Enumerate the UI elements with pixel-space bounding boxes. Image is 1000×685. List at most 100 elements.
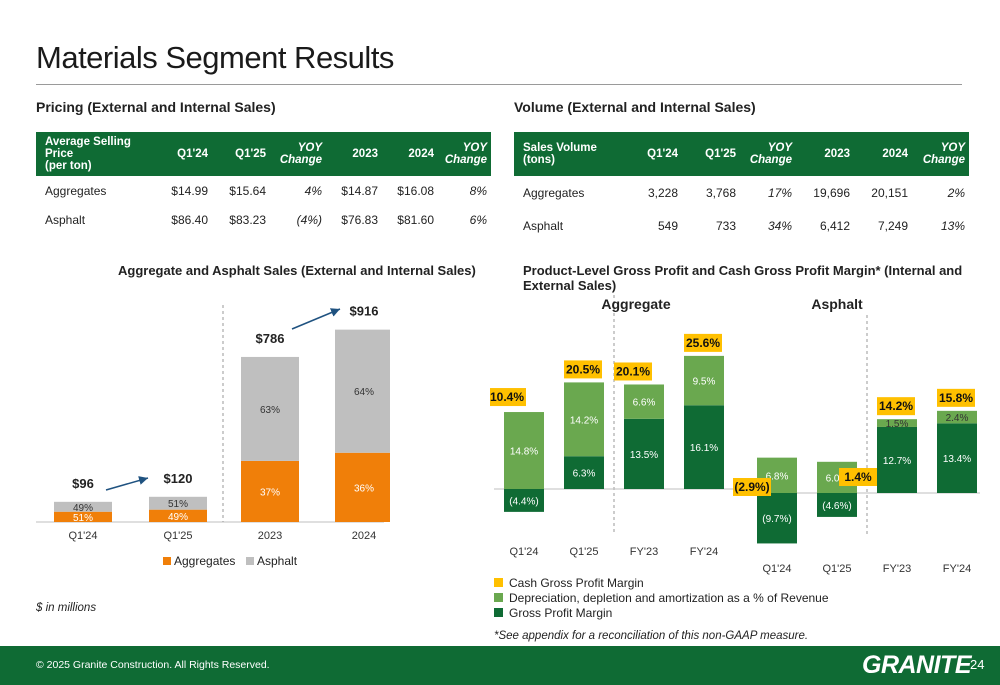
- legend-label-dda: Depreciation, depletion and amortization…: [509, 590, 829, 605]
- data-label-dda: 6.8%: [766, 471, 789, 482]
- data-label-cash-margin: 20.1%: [616, 364, 650, 378]
- table-cell: 6%: [469, 212, 487, 227]
- data-label-dda: 1.5%: [886, 419, 909, 430]
- x-tick-label: Q1'25: [822, 563, 851, 575]
- legend-item-dda: Depreciation, depletion and amortization…: [494, 590, 829, 605]
- legend-swatch-dda: [494, 593, 503, 602]
- data-label-dda: 14.8%: [510, 447, 538, 458]
- cash-margin-box: [839, 468, 877, 486]
- table-cell: $14.87: [341, 183, 378, 198]
- table-cell: $15.64: [229, 183, 266, 198]
- title-rule: [36, 84, 962, 85]
- sales-chart: 51%49%$96Q1'2449%51%$120Q1'2537%63%$7862…: [36, 304, 390, 568]
- data-label-cash-margin: 15.8%: [939, 391, 973, 405]
- legend-label-gpm: Gross Profit Margin: [509, 605, 613, 620]
- cash-margin-box: [614, 362, 652, 381]
- table-row: Asphalt 549 733 34% 6,412 7,249 13%: [514, 209, 969, 242]
- table-cell: 13%: [940, 218, 965, 233]
- table-cell: 3,228: [647, 185, 678, 200]
- bar-gross-profit-margin: [564, 456, 604, 489]
- data-label-cash-margin: (2.9%): [734, 480, 769, 494]
- table-row: Asphalt $86.40 $83.23 (4%) $76.83 $81.60 6%: [36, 205, 491, 234]
- bar-asphalt: [149, 496, 207, 510]
- margin-chart-title: Product-Level Gross Profit and Cash Gros…: [523, 263, 963, 293]
- growth-arrow: [105, 476, 149, 491]
- pricing-header-cell: Q1'24: [154, 132, 212, 176]
- table-cell: $81.60: [397, 212, 434, 227]
- bar-gross-profit-margin: [937, 423, 977, 493]
- x-tick-label: FY'23: [883, 563, 911, 575]
- granite-logo: GRANITE: [862, 651, 972, 679]
- x-tick-label: Q1'24: [68, 530, 97, 542]
- legend-label-asphalt: Asphalt: [257, 554, 298, 568]
- x-tick-label: FY'24: [943, 563, 971, 575]
- bar-asphalt: [241, 356, 299, 461]
- volume-header-cell: Q1'24: [624, 132, 682, 176]
- table-cell: 4%: [304, 183, 322, 198]
- total-label: $96: [72, 476, 94, 491]
- cash-margin-box: [490, 388, 526, 407]
- data-label-dda: 6.6%: [633, 398, 656, 409]
- bar-gross-profit-margin: [624, 418, 664, 489]
- x-tick-label: Q1'24: [762, 563, 791, 575]
- legend-swatch-cash: [494, 578, 503, 587]
- pricing-header-cell: Average Selling Price (per ton): [36, 132, 154, 176]
- table-row: Aggregates 3,228 3,768 17% 19,696 20,151 2%: [514, 176, 969, 209]
- data-label-cash-margin: 25.6%: [686, 336, 720, 350]
- table-cell: Aggregates: [45, 183, 107, 198]
- table-cell: 2%: [947, 185, 965, 200]
- cash-margin-box: [937, 388, 975, 407]
- data-label-dda: 9.5%: [693, 377, 716, 388]
- cash-margin-box: [684, 333, 722, 352]
- bar-aggregates: [149, 509, 207, 522]
- x-tick-label: Q1'25: [569, 546, 598, 558]
- data-label-dda: 14.2%: [570, 415, 598, 426]
- margin-legend: Cash Gross Profit Margin Depreciation, d…: [494, 575, 829, 620]
- volume-header-cell: Sales Volume (tons): [514, 132, 624, 176]
- growth-arrow: [291, 308, 341, 330]
- data-label-gross-profit: 6.3%: [573, 469, 596, 480]
- total-label: $786: [256, 331, 285, 346]
- pricing-header-cell: 2024: [382, 132, 438, 176]
- data-label-asphalt: 51%: [168, 499, 188, 510]
- table-cell: 6,412: [819, 218, 850, 233]
- data-label-gross-profit: 13.4%: [943, 454, 971, 465]
- units-note: $ in millions: [36, 602, 97, 614]
- bar-aggregates: [241, 460, 299, 522]
- copyright: © 2025 Granite Construction. All Rights …: [36, 659, 270, 671]
- pricing-header-cell: YOY Change: [270, 132, 326, 176]
- pricing-table: Average Selling Price (per ton) Q1'24 Q1'25…: [36, 132, 491, 234]
- total-label: $120: [164, 471, 193, 486]
- cash-margin-box: [877, 397, 915, 416]
- legend-item-cash: Cash Gross Profit Margin: [494, 575, 829, 590]
- panel-title: Aggregate: [601, 296, 670, 312]
- volume-header-cell: YOY Change: [912, 132, 969, 176]
- volume-header-row: Sales Volume (tons) Q1'24 Q1'25 YOY Change 202…: [514, 132, 969, 176]
- volume-table: Sales Volume (tons) Q1'24 Q1'25 YOY Change 202…: [514, 132, 969, 242]
- bar-aggregates: [54, 511, 112, 522]
- page-number: 24: [970, 657, 985, 672]
- table-cell: (4%): [296, 212, 322, 227]
- table-cell: 733: [715, 218, 736, 233]
- table-cell: Aggregates: [523, 185, 585, 200]
- table-cell: 3,768: [705, 185, 736, 200]
- legend-swatch-aggregates: [163, 557, 171, 565]
- bar-dda: [624, 384, 664, 419]
- data-label-cash-margin: 20.5%: [566, 362, 600, 376]
- bar-dda: [877, 419, 917, 427]
- data-label-cash-margin: 10.4%: [490, 390, 524, 404]
- data-label-asphalt: 64%: [354, 387, 374, 398]
- table-cell: 17%: [767, 185, 792, 200]
- data-label-aggregates: 49%: [168, 512, 188, 523]
- bar-gross-profit-margin: [817, 493, 857, 517]
- data-label-dda: 2.4%: [946, 413, 969, 424]
- x-tick-label: Q1'24: [509, 546, 538, 558]
- data-label-asphalt: 49%: [73, 503, 93, 514]
- data-label-aggregates: 37%: [260, 487, 280, 498]
- volume-heading: Volume (External and Internal Sales): [514, 99, 756, 115]
- table-cell: 34%: [767, 218, 792, 233]
- x-tick-label: Q1'25: [163, 530, 192, 542]
- table-cell: $14.99: [171, 183, 208, 198]
- bar-gross-profit-margin: [504, 489, 544, 512]
- data-label-cash-margin: 14.2%: [879, 399, 913, 413]
